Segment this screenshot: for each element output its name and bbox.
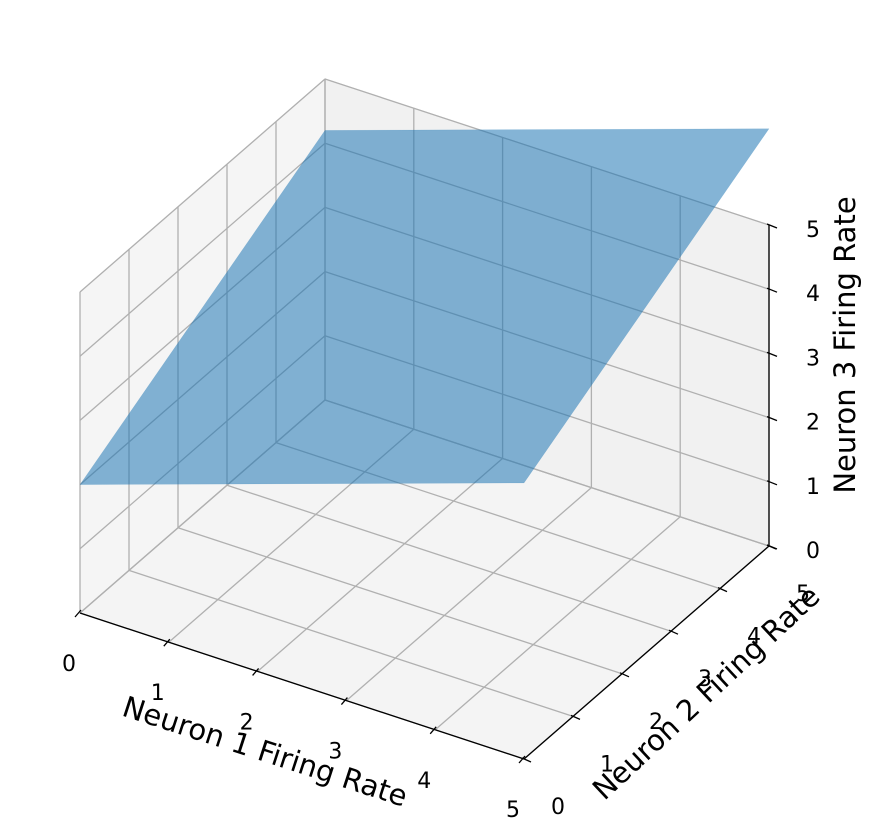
- x-tick-label: 2: [240, 710, 254, 735]
- y-tick-mark: [570, 714, 581, 720]
- x-tick-mark: [74, 609, 82, 618]
- y-tick-mark: [668, 629, 679, 635]
- x-tick-mark: [340, 697, 348, 706]
- x-tick-mark: [518, 755, 526, 764]
- x-tick-label: 5: [506, 798, 520, 823]
- grid-line-y-floor: [226, 484, 672, 632]
- z-tick-mark: [766, 223, 778, 229]
- grid-line-z-left: [79, 142, 326, 357]
- z-tick-mark: [766, 544, 778, 550]
- z-tick-label: 3: [806, 346, 820, 371]
- x-tick-label: 3: [328, 740, 342, 765]
- x-tick-mark: [429, 726, 437, 735]
- grid-line-x-floor: [434, 516, 681, 731]
- x-tick-mark: [163, 638, 171, 647]
- y-tick-label: 4: [747, 625, 761, 650]
- y-axis-line: [523, 545, 770, 760]
- y-tick-label: 2: [649, 710, 663, 735]
- x-axis-line: [79, 612, 525, 760]
- z-tick-label: 2: [806, 411, 820, 436]
- tick-marks: 0 1 2 3 4 5 0 1 2 3 4 5 0 1 2 3 4 5: [62, 218, 820, 823]
- x-tick-label: 0: [62, 652, 76, 677]
- grid-line-x-floor: [345, 487, 592, 702]
- z-tick-mark: [766, 287, 778, 293]
- z-tick-label: 4: [806, 282, 820, 307]
- z-tick-label: 1: [806, 475, 820, 500]
- grid-line-y-floor: [177, 527, 623, 675]
- axis-lines: [79, 225, 770, 760]
- z-tick-mark: [766, 351, 778, 358]
- x-tick-label: 1: [151, 681, 165, 706]
- grid-line-y-floor: [128, 569, 574, 718]
- y-tick-mark: [619, 672, 630, 678]
- z-tick-label: 0: [806, 539, 820, 564]
- y-tick-mark: [521, 757, 532, 763]
- surface-layer: [79, 128, 770, 485]
- z-tick-mark: [766, 415, 778, 422]
- surface-plane: [79, 128, 770, 485]
- x-tick-mark: [252, 667, 260, 676]
- x-tick-label: 4: [417, 769, 431, 794]
- z-tick-mark: [766, 480, 778, 486]
- y-tick-label: 0: [551, 795, 565, 820]
- y-tick-label: 3: [698, 667, 712, 692]
- y-tick-label: 1: [600, 752, 614, 777]
- grid-line-z-left: [79, 78, 326, 293]
- y-tick-mark: [717, 587, 728, 593]
- z-axis-label: Neuron 3 Firing Rate: [828, 196, 862, 493]
- y-tick-label: 5: [796, 582, 810, 607]
- grid-line-x-floor: [257, 457, 504, 672]
- z-tick-label: 5: [806, 218, 820, 243]
